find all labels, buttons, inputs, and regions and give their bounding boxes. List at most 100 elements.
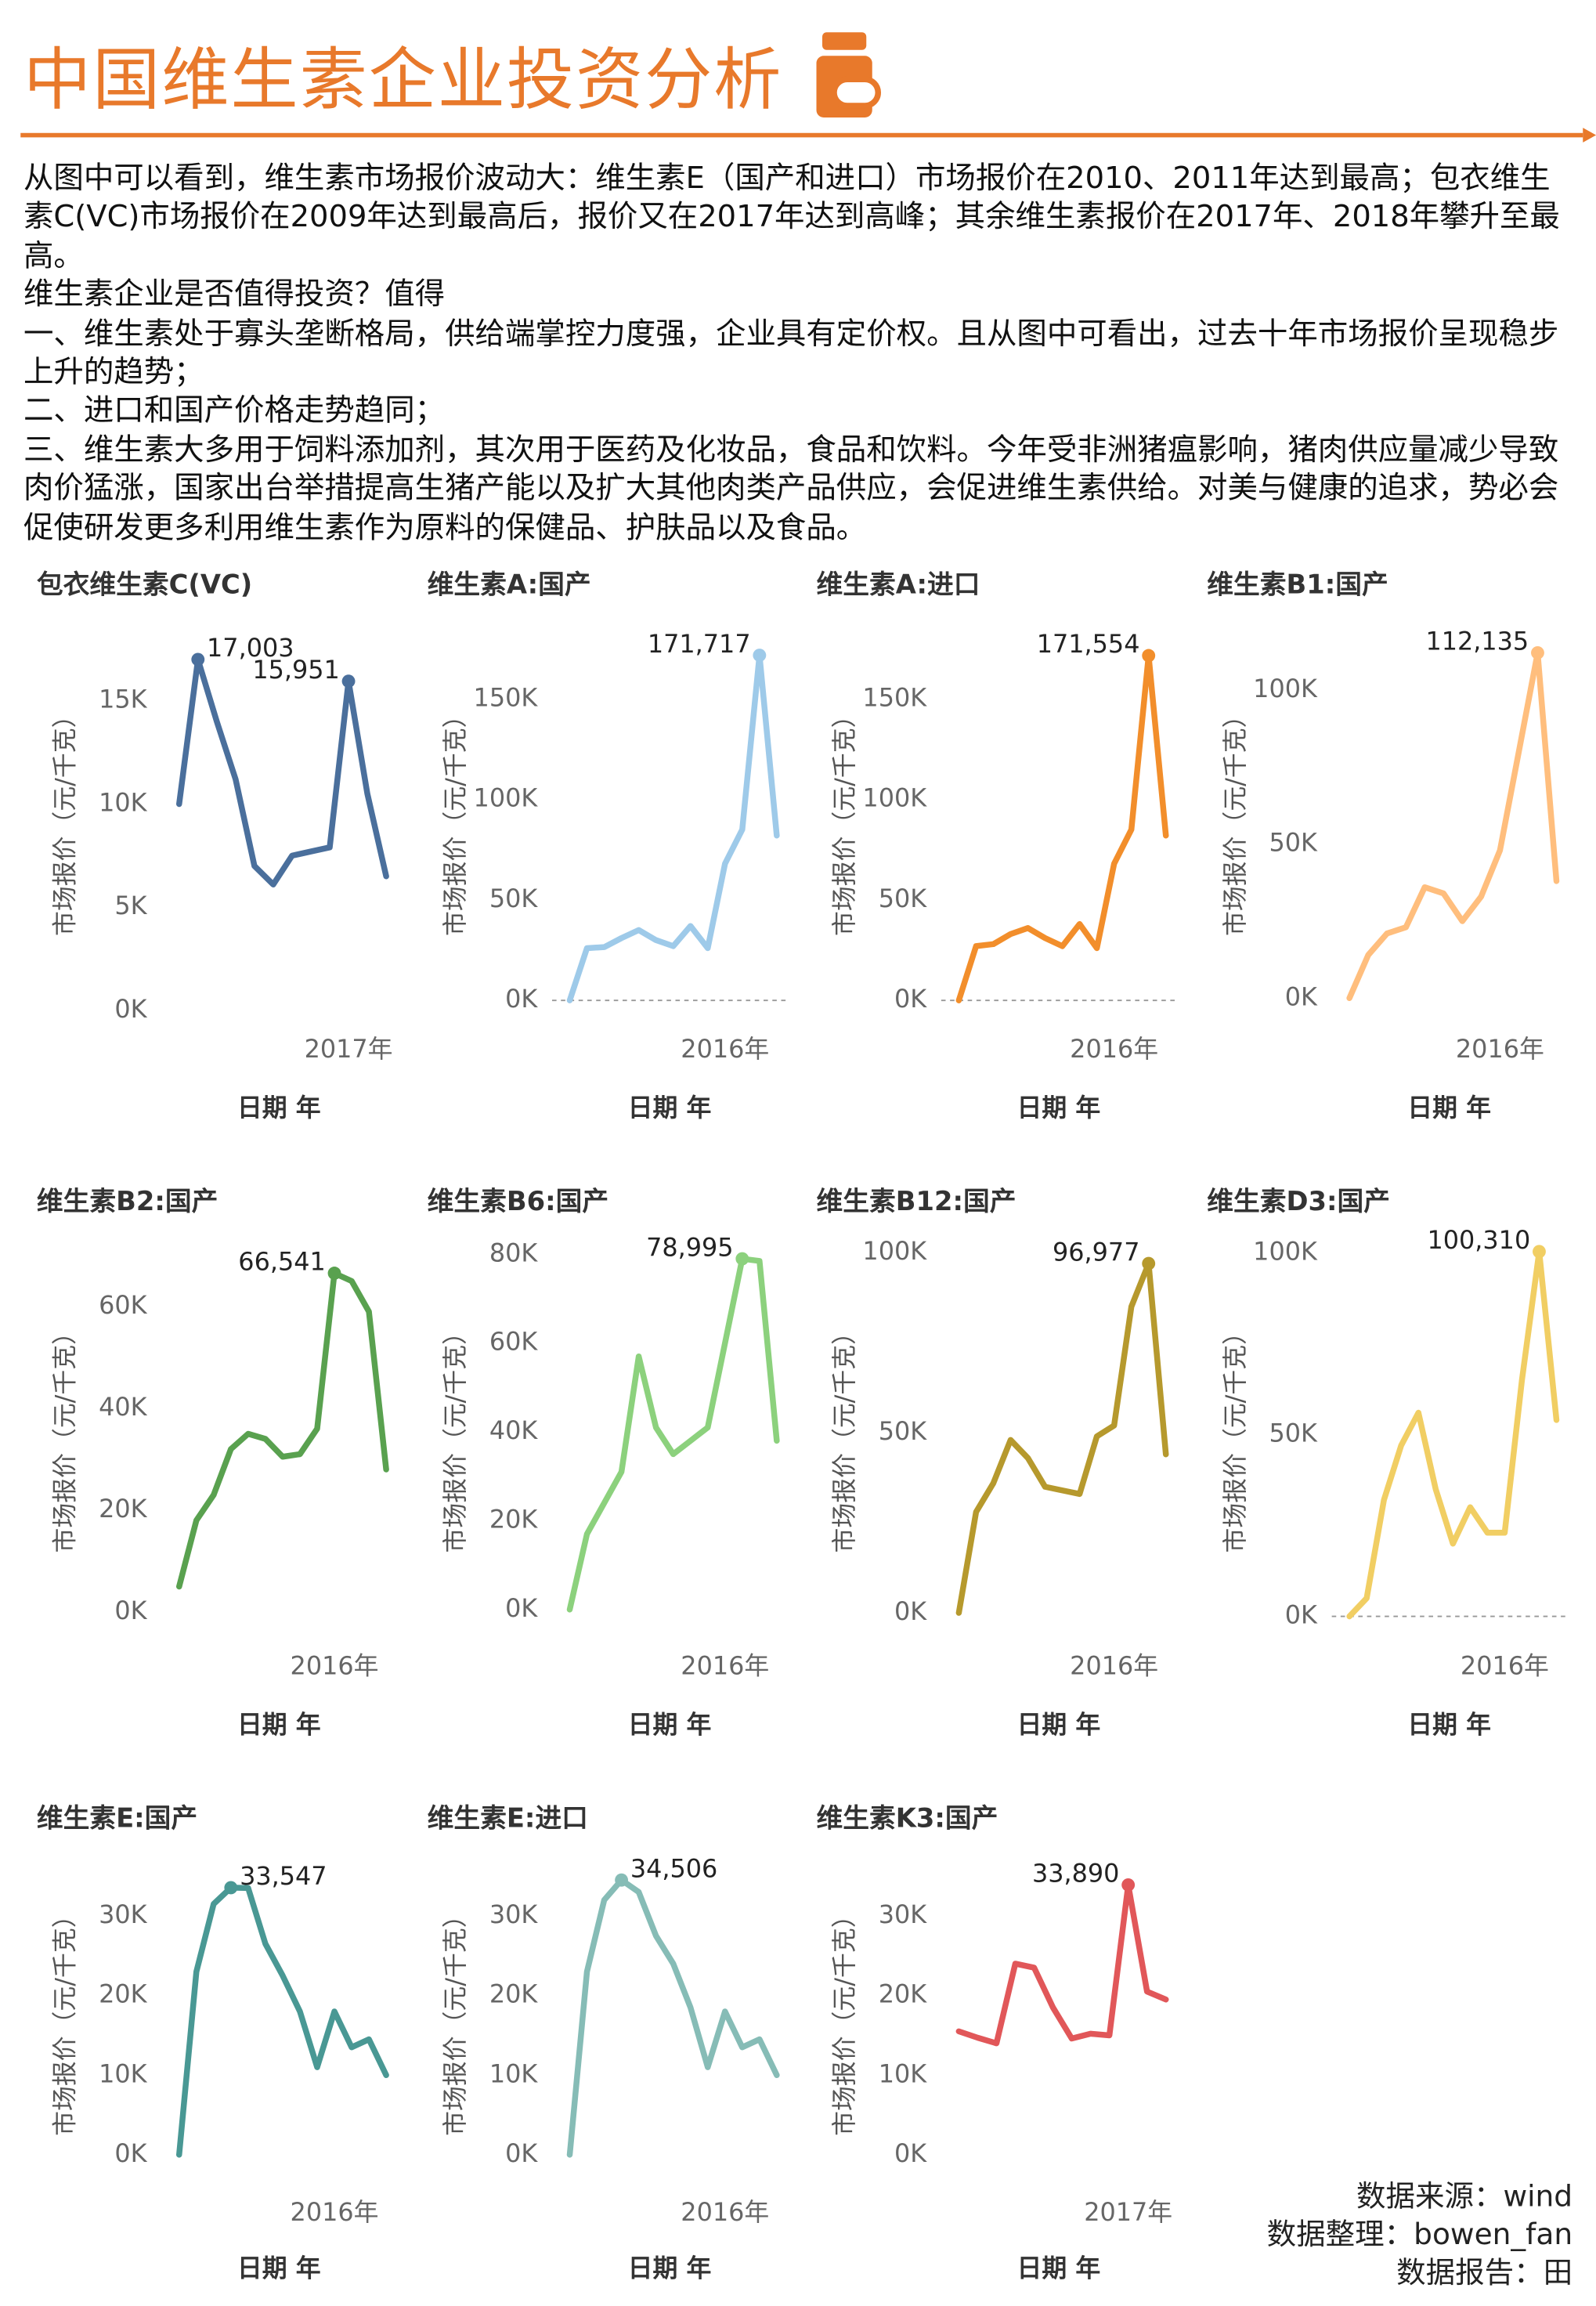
point-marker: [1142, 649, 1156, 663]
line: [565, 1256, 779, 1613]
y-tick-label: 15K: [99, 685, 148, 714]
x-axis-title: 日期 年: [1017, 1710, 1101, 1740]
y-tick-label: 0K: [1284, 1600, 1317, 1630]
y-tick-label: 30K: [489, 1899, 538, 1929]
x-axis-title: 日期 年: [1017, 2253, 1101, 2283]
x-tick-label: 2016年: [680, 1034, 768, 1064]
data-label: 33,890: [1032, 1859, 1119, 1889]
point-marker: [1142, 1256, 1156, 1270]
x-axis-title: 日期 年: [237, 2253, 321, 2283]
x-tick-label: 2016年: [680, 2197, 768, 2227]
y-tick-label: 60K: [489, 1327, 538, 1357]
x-tick-label: 2017年: [1084, 2197, 1172, 2227]
chart-title: 维生素D3:国产: [1206, 1186, 1389, 1216]
y-tick-label: 0K: [504, 984, 537, 1014]
header-arrow: [1583, 128, 1596, 143]
x-tick-label: 2016年: [291, 1651, 379, 1681]
data-label: 17,003: [207, 633, 294, 663]
icon-pill: [831, 76, 881, 109]
line: [176, 656, 389, 888]
data-label: 66,541: [238, 1247, 325, 1277]
y-tick-label: 100K: [1252, 1236, 1317, 1266]
footer-line: 数据报告：田: [1396, 2254, 1573, 2290]
footer-line: 数据整理：bowen_fan: [1266, 2216, 1573, 2252]
point-marker: [752, 649, 766, 663]
y-tick-label: 100K: [1252, 674, 1317, 703]
y-tick-label: 20K: [879, 1979, 928, 2009]
footer: 数据来源：wind 数据整理：bowen_fan 数据报告：田: [1267, 2177, 1573, 2291]
y-tick-label: 10K: [99, 787, 148, 817]
y-axis-title: 市场报价（元/千克）: [1219, 703, 1249, 936]
y-tick-label: 60K: [99, 1290, 148, 1320]
x-axis-title: 日期 年: [1406, 1710, 1490, 1740]
y-tick-label: 0K: [504, 1593, 537, 1623]
y-tick-label: 50K: [879, 1416, 928, 1446]
y-tick-label: 40K: [489, 1415, 538, 1445]
intro-text: 从图中可以看到，维生素市场报价波动大：维生素E（国产和进口）市场报价在2010、…: [23, 159, 1574, 547]
chart-panel: 包衣维生素C(VC) 市场报价（元/千克） 日期 年 0K 5K 10K 15K 2017年 1…: [37, 569, 393, 1123]
y-tick-label: 10K: [489, 2058, 538, 2088]
line: [955, 1260, 1169, 1616]
y-tick-label: 0K: [894, 2138, 927, 2168]
y-tick-label: 150K: [862, 682, 927, 712]
x-tick-label: 2016年: [1455, 1034, 1544, 1064]
y-tick-label: 30K: [879, 1899, 928, 1929]
y-tick-label: 0K: [114, 994, 147, 1024]
data-label: 112,135: [1425, 627, 1529, 656]
y-tick-label: 50K: [489, 884, 538, 913]
paragraph: 二、进口和国产价格走势趋同；: [23, 392, 446, 428]
y-tick-label: 10K: [99, 2058, 148, 2088]
chart-title: 维生素B1:国产: [1206, 569, 1387, 600]
point-marker: [735, 1252, 749, 1266]
y-tick-label: 0K: [504, 2138, 537, 2168]
chart-title: 维生素A:国产: [427, 569, 590, 600]
chart-title: 维生素E:国产: [37, 1803, 197, 1834]
x-tick-label: 2016年: [1460, 1651, 1548, 1681]
line: [565, 652, 779, 1003]
paragraph: 维生素企业是否值得投资？值得: [23, 276, 446, 312]
y-tick-label: 50K: [1269, 1418, 1318, 1448]
chart-title: 维生素B2:国产: [37, 1186, 218, 1216]
y-axis-title: 市场报价（元/千克）: [1219, 1320, 1249, 1552]
y-axis-title: 市场报价（元/千克）: [829, 1320, 859, 1552]
x-tick-label: 2016年: [291, 2197, 379, 2227]
data-label: 96,977: [1053, 1237, 1139, 1267]
x-axis-title: 日期 年: [627, 1710, 711, 1740]
y-tick-label: 20K: [489, 1979, 538, 2009]
point-marker: [191, 652, 205, 667]
x-axis-title: 日期 年: [237, 1093, 321, 1122]
y-tick-label: 0K: [114, 2138, 147, 2168]
y-tick-label: 30K: [99, 1899, 148, 1929]
page-title: 中国维生素企业投资分析: [23, 39, 783, 119]
y-axis-title: 市场报价（元/千克）: [829, 1903, 859, 2135]
y-tick-label: 0K: [894, 984, 927, 1014]
y-axis-title: 市场报价（元/千克）: [49, 1320, 79, 1552]
y-tick-label: 20K: [489, 1504, 538, 1534]
x-axis-title: 日期 年: [1017, 1093, 1101, 1122]
data-label: 78,995: [645, 1232, 732, 1262]
data-label: 33,547: [240, 1861, 327, 1891]
line: [1345, 649, 1559, 1002]
data-label: 171,554: [1037, 629, 1140, 659]
point-marker: [327, 1267, 341, 1280]
footer-line: 数据来源：wind: [1356, 2178, 1573, 2214]
data-label: 171,717: [647, 629, 750, 659]
x-tick-label: 2016年: [680, 1651, 768, 1681]
y-tick-label: 5K: [114, 891, 147, 920]
x-axis-title: 日期 年: [627, 1093, 711, 1122]
y-axis-title: 市场报价（元/千克）: [439, 1320, 469, 1552]
y-axis-title: 市场报价（元/千克）: [439, 1903, 469, 2135]
paragraph: 从图中可以看到，维生素市场报价波动大：维生素E（国产和进口）市场报价在2010、…: [23, 160, 1560, 273]
line: [565, 1877, 779, 2158]
chart-title: 维生素K3:国产: [817, 1803, 998, 1834]
